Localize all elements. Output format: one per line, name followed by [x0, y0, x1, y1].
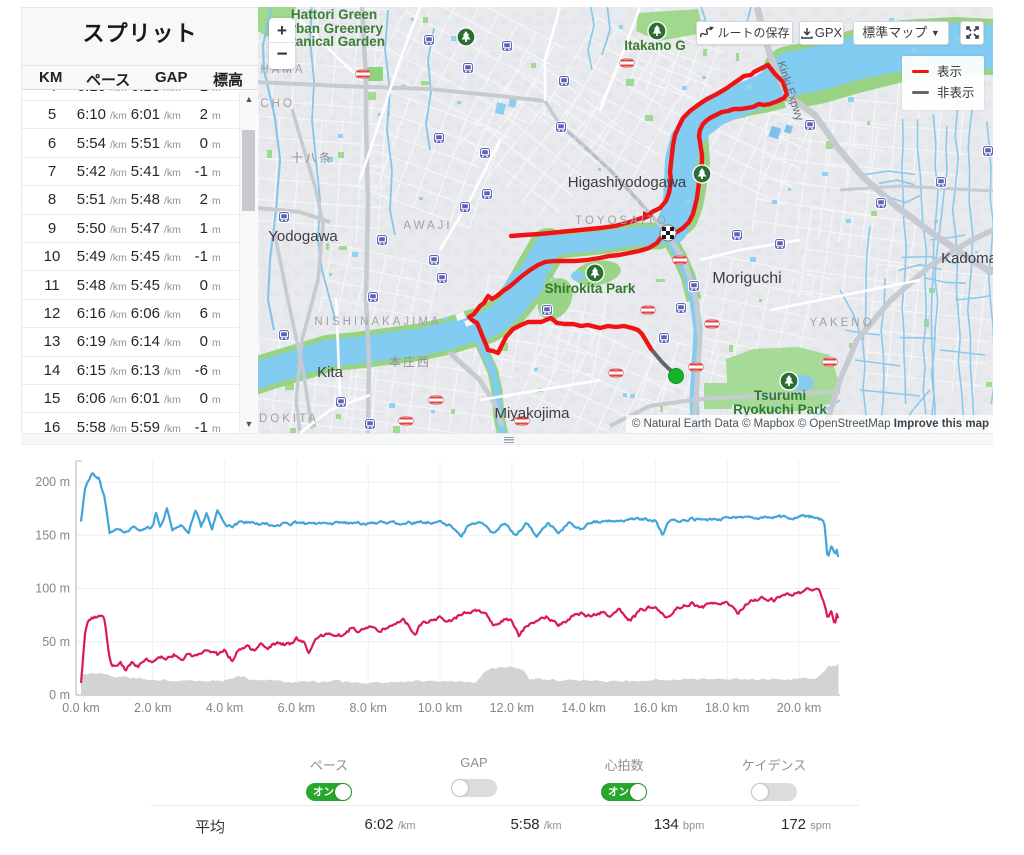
svg-text:6.0 km: 6.0 km	[278, 701, 316, 715]
svg-text:16.0 km: 16.0 km	[633, 701, 677, 715]
svg-text:Kita: Kita	[317, 364, 344, 381]
svg-text:10.0 km: 10.0 km	[418, 701, 462, 715]
svg-text:Moriguchi: Moriguchi	[712, 270, 781, 287]
svg-text:Miyakojima: Miyakojima	[494, 405, 570, 422]
svg-text:4.0 km: 4.0 km	[206, 701, 244, 715]
svg-text:50 m: 50 m	[42, 635, 70, 649]
svg-text:AWAJI: AWAJI	[403, 220, 452, 232]
svg-text:0.0 km: 0.0 km	[62, 701, 100, 715]
svg-text:100 m: 100 m	[35, 582, 70, 596]
svg-text:20.0 km: 20.0 km	[777, 701, 821, 715]
svg-text:12.0 km: 12.0 km	[490, 701, 534, 715]
svg-text:2.0 km: 2.0 km	[134, 701, 172, 715]
svg-text:Yodogawa: Yodogawa	[268, 228, 338, 245]
svg-text:Hattori Green: Hattori Green	[291, 7, 377, 22]
svg-text:200 m: 200 m	[35, 475, 70, 489]
svg-text:Urban Greenery: Urban Greenery	[281, 21, 384, 36]
svg-text:本庄西: 本庄西	[389, 354, 431, 369]
svg-text:YAKENO: YAKENO	[809, 317, 874, 329]
svg-text:UCHO: UCHO	[258, 98, 295, 110]
svg-text:Kadoma: Kadoma	[941, 250, 993, 267]
svg-text:TOYOSAITO: TOYOSAITO	[575, 215, 669, 227]
svg-text:14.0 km: 14.0 km	[561, 701, 605, 715]
svg-text:十八条: 十八条	[291, 151, 333, 165]
svg-text:Itakano G: Itakano G	[624, 38, 686, 53]
svg-text:Ryokuchi Park: Ryokuchi Park	[733, 402, 827, 417]
svg-text:NISHINAKAJIMA: NISHINAKAJIMA	[314, 316, 441, 328]
svg-text:0 m: 0 m	[49, 688, 70, 702]
svg-text:Tsurumi: Tsurumi	[754, 388, 806, 403]
svg-text:otanical Garden: otanical Garden	[283, 34, 385, 49]
svg-text:Higashiyodogawa: Higashiyodogawa	[568, 174, 687, 191]
svg-text:Shirokita Park: Shirokita Park	[545, 281, 636, 296]
svg-text:18.0 km: 18.0 km	[705, 701, 749, 715]
svg-text:150 m: 150 m	[35, 528, 70, 542]
svg-text:8.0 km: 8.0 km	[349, 701, 387, 715]
